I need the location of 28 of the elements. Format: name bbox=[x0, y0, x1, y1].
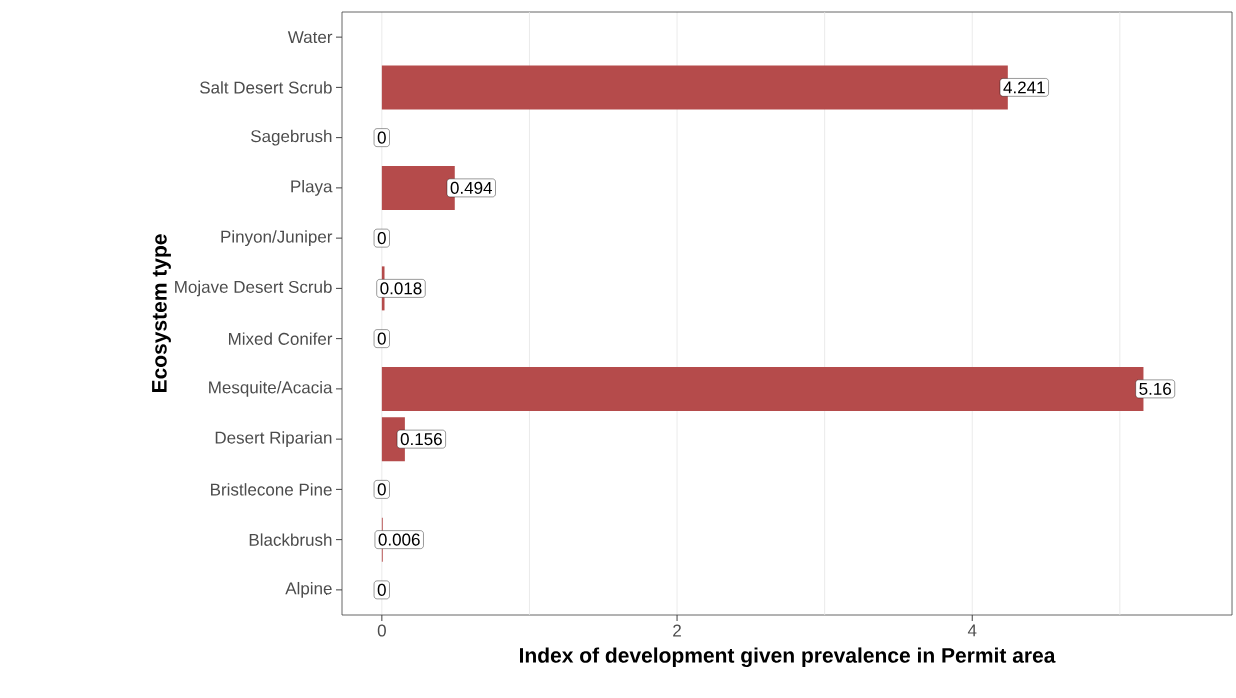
x-tick-label: 2 bbox=[673, 624, 681, 637]
y-tick-label: Pinyon/Juniper bbox=[221, 230, 333, 247]
data-label: 0 bbox=[377, 131, 386, 144]
data-label: 0 bbox=[377, 232, 386, 245]
x-tick-label: 4 bbox=[967, 624, 977, 637]
x-tick-label: 0 bbox=[377, 624, 386, 637]
data-label: 5.16 bbox=[1139, 382, 1171, 395]
data-label: 4.241 bbox=[1003, 81, 1045, 94]
data-label: 0 bbox=[377, 332, 386, 345]
y-tick-label: Mojave Desert Scrub bbox=[175, 280, 332, 297]
y-tick-label: Water bbox=[287, 31, 333, 44]
data-label: 0.006 bbox=[378, 533, 420, 546]
y-tick-label: Salt Desert Scrub bbox=[200, 81, 332, 94]
y-tick-label: Playa bbox=[291, 179, 333, 196]
y-tick-label: Mesquite/Acacia bbox=[209, 380, 333, 397]
data-label: 0 bbox=[377, 583, 386, 596]
y-axis-title: Ecosystem type bbox=[152, 234, 171, 393]
data-label: 0.156 bbox=[400, 433, 442, 446]
y-tick-label: Alpine bbox=[285, 581, 332, 598]
y-tick-label: Sagebrush bbox=[251, 129, 332, 146]
data-label: 0.494 bbox=[450, 181, 492, 194]
data-label: 0 bbox=[377, 483, 386, 496]
y-tick-label: Bristlecone Pine bbox=[211, 483, 332, 496]
data-label: 0.018 bbox=[380, 282, 422, 295]
x-axis-title: Index of development given prevalence in Permit area bbox=[519, 647, 1056, 668]
y-tick-label: Blackbrush bbox=[249, 533, 332, 546]
y-tick-label: Mixed Conifer bbox=[229, 332, 333, 345]
y-tick-label: Desert Riparian bbox=[215, 431, 332, 448]
